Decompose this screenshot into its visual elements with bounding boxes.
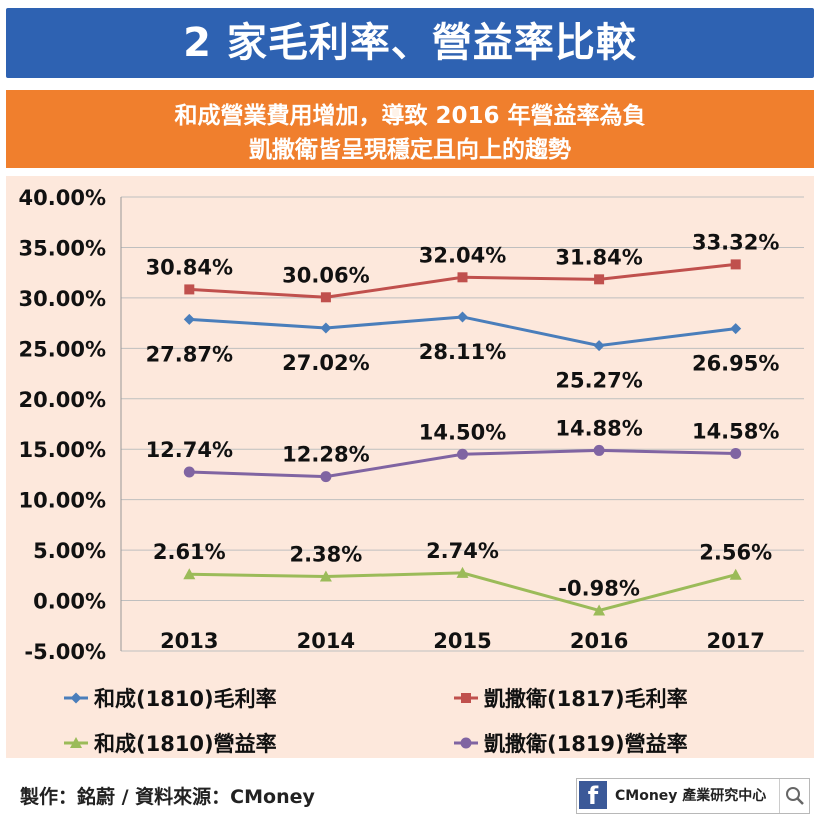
data-label: -0.98%	[558, 576, 640, 600]
data-point	[456, 566, 469, 578]
data-point	[183, 313, 195, 325]
y-tick-label: 40.00%	[19, 186, 106, 210]
data-point	[183, 568, 196, 580]
legend-label: 凱撒衛(1819)營益率	[484, 732, 688, 756]
data-point	[730, 259, 741, 270]
subtitle-banner: 和成營業費用增加，導致 2016 年營益率為負 凱撒衛皆呈現穩定且向上的趨勢	[6, 90, 814, 168]
data-point	[183, 466, 195, 478]
legend-marker	[70, 692, 82, 704]
legend-label: 和成(1810)營益率	[94, 732, 277, 756]
data-point	[320, 322, 332, 334]
data-point	[320, 292, 331, 303]
line-chart: 40.00% 35.00% 30.00% 25.00% 20.00% 15.00% 10.0…	[19, 186, 804, 756]
legend-marker	[461, 693, 471, 703]
x-tick-label: 2017	[706, 629, 764, 653]
footer-credit: 製作：銘蔚 / 資料來源：CMoney	[20, 786, 315, 808]
y-tick-label: 25.00%	[19, 337, 106, 361]
subtitle-line-2: 凱撒衛皆呈現穩定且向上的趨勢	[249, 137, 571, 163]
subtitle-line-1: 和成營業費用增加，導致 2016 年營益率為負	[174, 103, 646, 129]
data-label: 2.38%	[289, 543, 362, 567]
data-label: 12.28%	[282, 443, 369, 467]
data-point	[320, 471, 332, 483]
data-point	[319, 570, 332, 582]
data-label: 31.84%	[555, 245, 642, 269]
x-tick-label: 2013	[160, 629, 218, 653]
y-tick-label: 10.00%	[19, 489, 106, 513]
data-point	[730, 323, 742, 335]
data-label: 14.58%	[692, 419, 779, 443]
legend-label: 凱撒衛(1817)毛利率	[484, 687, 688, 711]
chart-title: 2 家毛利率、營益率比較	[183, 20, 637, 66]
facebook-icon: f	[579, 781, 607, 810]
legend-marker	[460, 737, 472, 749]
data-point	[729, 568, 742, 580]
data-point	[594, 274, 605, 285]
data-label: 25.27%	[555, 369, 642, 393]
chart-area: 40.00% 35.00% 30.00% 25.00% 20.00% 15.00% 10.0…	[6, 176, 814, 758]
legend-marker	[70, 737, 82, 748]
data-point	[593, 444, 605, 456]
x-tick-label: 2015	[433, 629, 491, 653]
legend-label: 和成(1810)毛利率	[94, 687, 277, 711]
search-icon[interactable]	[779, 779, 810, 813]
x-tick-label: 2014	[297, 629, 355, 653]
data-label: 26.95%	[692, 352, 779, 376]
title-banner: 2 家毛利率、營益率比較	[6, 8, 814, 78]
y-tick-label: 5.00%	[33, 539, 106, 563]
data-label: 27.87%	[146, 342, 233, 366]
data-label: 12.74%	[146, 438, 233, 462]
data-label: 30.06%	[282, 263, 369, 287]
data-point	[457, 448, 468, 460]
data-point	[730, 447, 742, 459]
x-tick-label: 2016	[570, 629, 628, 653]
data-point	[593, 604, 606, 616]
data-label: 14.88%	[555, 416, 642, 440]
data-point	[457, 311, 468, 323]
y-tick-label: -5.00%	[24, 640, 106, 664]
data-label: 2.61%	[153, 540, 226, 564]
data-label: 27.02%	[282, 351, 369, 375]
y-tick-label: 35.00%	[19, 236, 106, 260]
data-label: 2.74%	[426, 539, 499, 563]
y-tick-label: 0.00%	[33, 590, 106, 614]
data-point	[457, 272, 468, 283]
data-label: 32.04%	[419, 243, 506, 267]
data-point	[593, 340, 605, 352]
y-tick-label: 15.00%	[19, 438, 106, 462]
data-label: 30.84%	[146, 255, 233, 279]
title-bar: 2 家毛利率、營益率比較	[0, 0, 820, 82]
brand-text: CMoney 產業研究中心	[615, 788, 767, 804]
data-label: 2.56%	[699, 541, 772, 565]
brand-badge[interactable]: f CMoney 產業研究中心	[576, 778, 810, 814]
data-point	[184, 284, 195, 295]
data-label: 33.32%	[692, 230, 779, 254]
data-label: 14.50%	[419, 420, 506, 444]
data-label: 28.11%	[419, 340, 506, 364]
series-line	[189, 571, 737, 612]
y-tick-label: 20.00%	[19, 388, 106, 412]
y-tick-label: 30.00%	[19, 287, 106, 311]
